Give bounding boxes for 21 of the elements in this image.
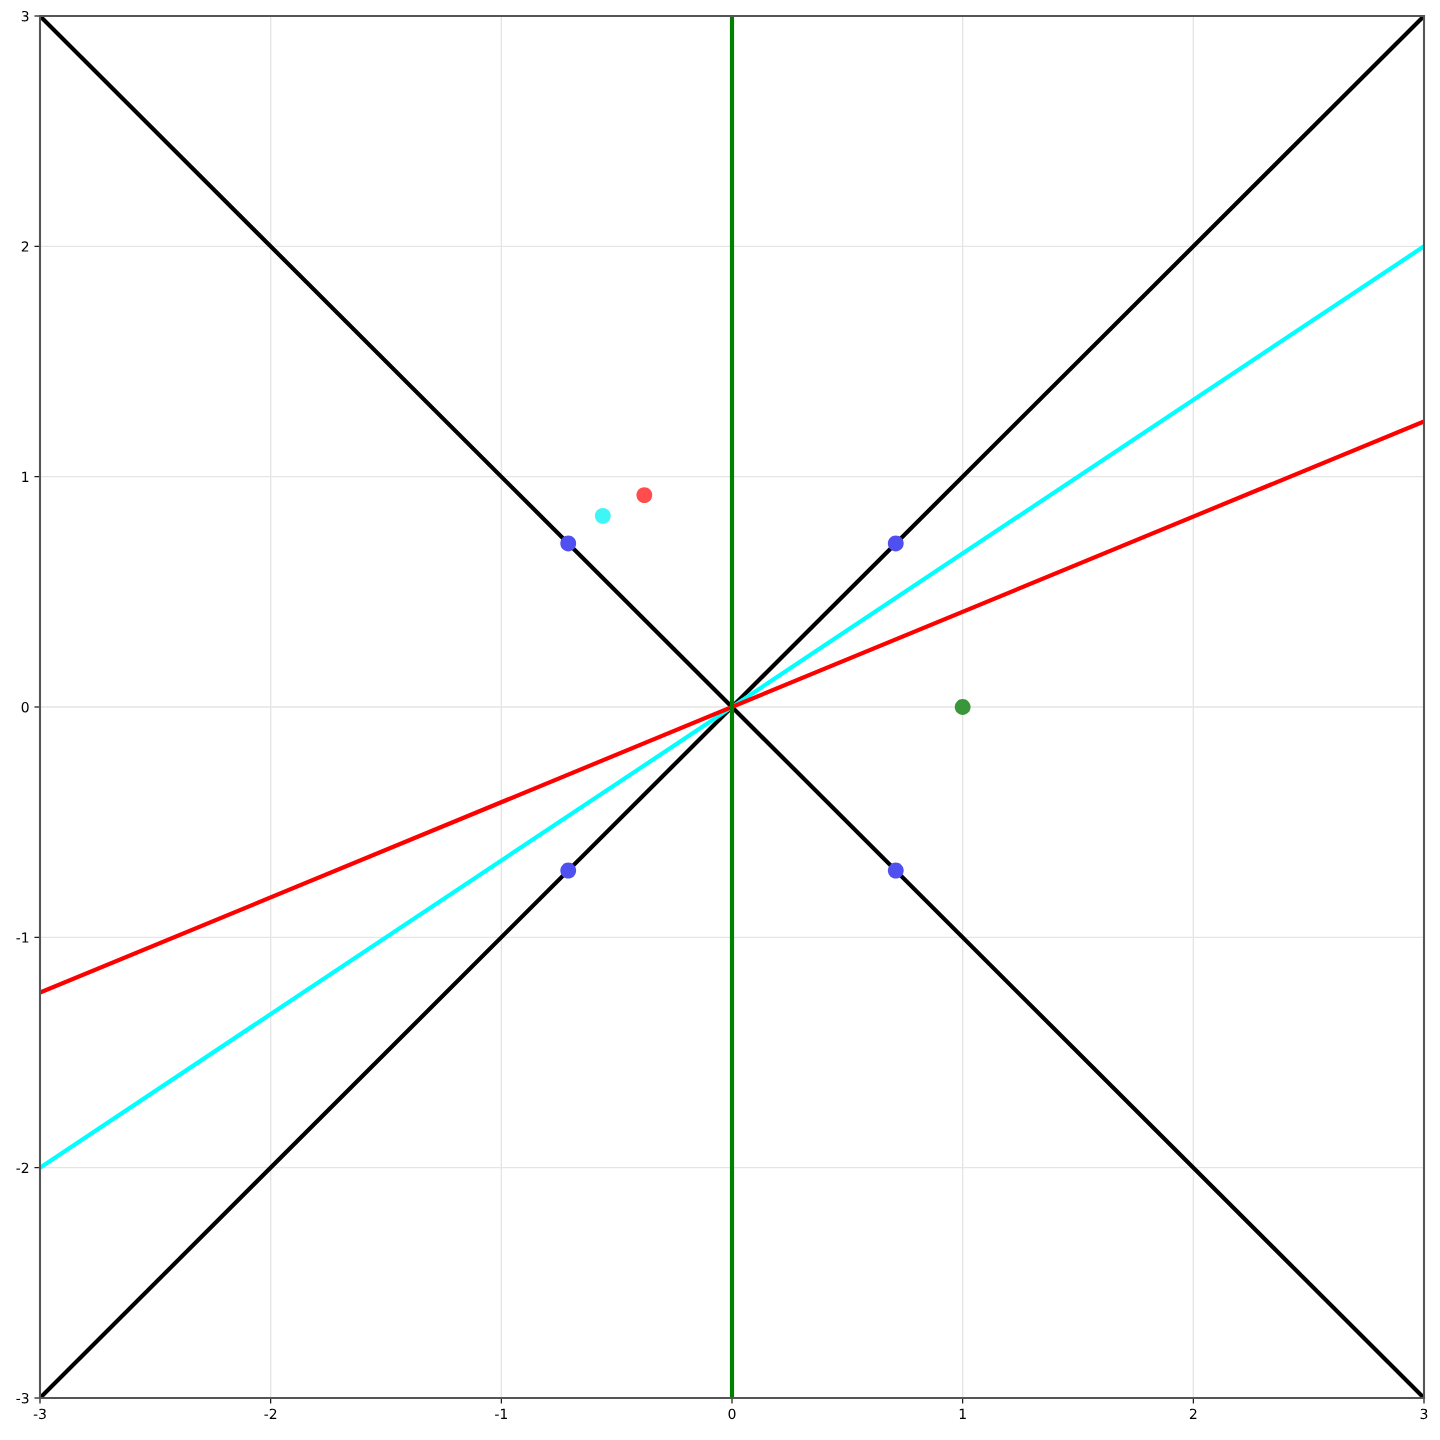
- y-tick-label: 1: [22, 471, 29, 482]
- x-tick-label: 2: [1189, 1408, 1197, 1419]
- x-tick-label: -3: [33, 1408, 46, 1420]
- y-tick-label: 2: [21, 241, 29, 252]
- x-tick-label: 1: [959, 1408, 966, 1419]
- point: [594, 507, 611, 524]
- point: [560, 862, 577, 879]
- x-tick-label: -1: [495, 1408, 507, 1419]
- y-tick-label: -3: [16, 1392, 29, 1404]
- point: [887, 862, 904, 879]
- point: [954, 699, 971, 715]
- x-tick-label: -2: [264, 1408, 277, 1419]
- y-tick-label: 3: [21, 10, 29, 22]
- x-tick-label: 0: [728, 1408, 736, 1420]
- x-tick-label: 3: [1420, 1408, 1428, 1420]
- point: [636, 487, 653, 504]
- point: [887, 535, 904, 552]
- y-tick-label: -2: [16, 1162, 29, 1173]
- y-tick-label: 0: [21, 701, 29, 713]
- point: [560, 535, 577, 552]
- y-tick-label: -1: [16, 932, 29, 943]
